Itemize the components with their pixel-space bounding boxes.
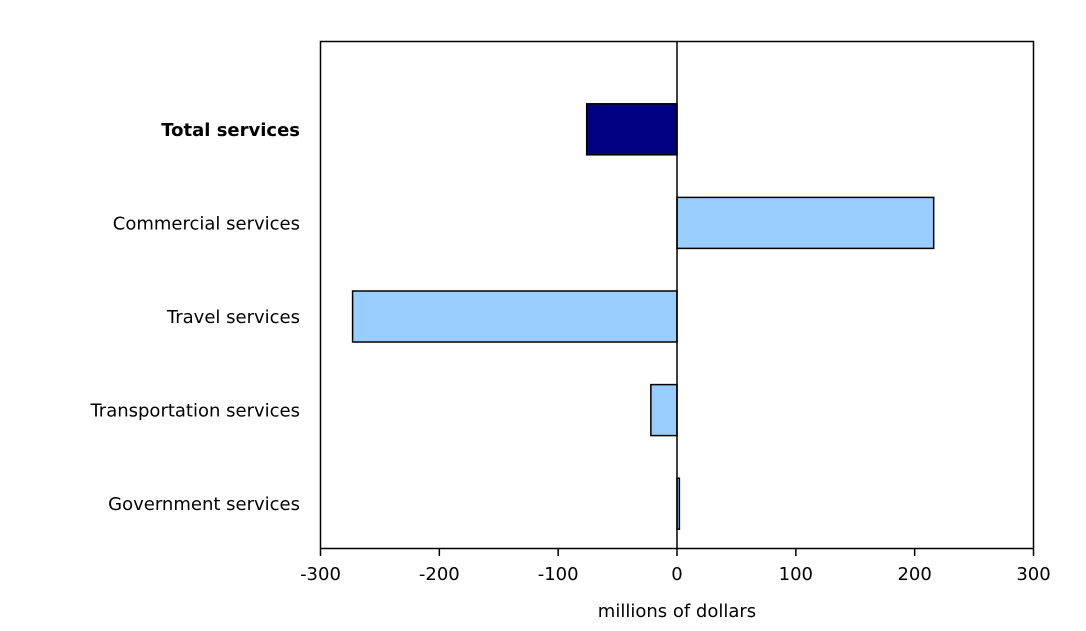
x-tick-label: 300 [1016, 564, 1050, 585]
bar-travel-services [351, 290, 678, 343]
x-tick-label: -300 [300, 564, 341, 585]
bar-transportation-services [650, 383, 678, 437]
category-label: Travel services [166, 307, 300, 328]
category-label: Total services [161, 120, 300, 141]
x-axis-label: millions of dollars [598, 601, 756, 622]
x-tick-label: 100 [779, 564, 813, 585]
x-tick-label: 0 [671, 564, 682, 585]
x-tick-label: 200 [897, 564, 931, 585]
category-label: Commercial services [113, 213, 300, 234]
category-label: Transportation services [89, 401, 300, 422]
bar-commercial-services [676, 196, 935, 250]
x-tick-label: -200 [419, 564, 460, 585]
x-tick-label: -100 [538, 564, 579, 585]
category-label: Government services [108, 494, 300, 515]
bar-total-services [585, 103, 678, 156]
